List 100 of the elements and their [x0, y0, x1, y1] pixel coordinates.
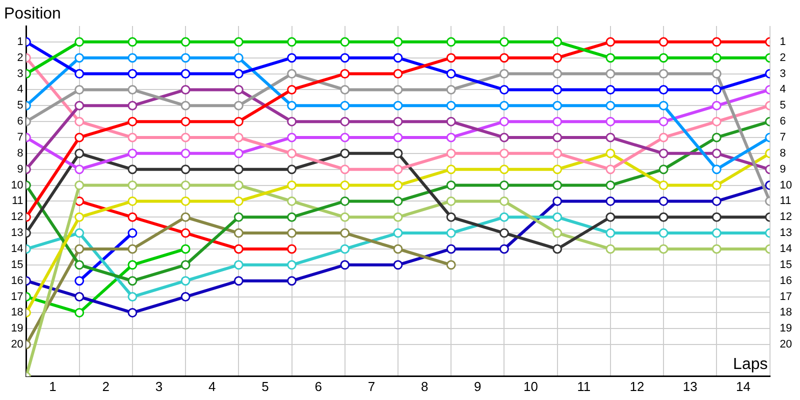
point	[128, 148, 138, 158]
point	[180, 37, 190, 47]
point	[74, 37, 84, 47]
y-tick-label: 9	[17, 163, 24, 176]
point	[446, 164, 456, 174]
point	[234, 37, 244, 47]
y2-tick-label: 5	[780, 100, 786, 112]
point	[287, 196, 297, 206]
point	[446, 69, 456, 79]
point	[552, 244, 562, 254]
y2-tick-label: 18	[780, 306, 792, 319]
point	[340, 53, 350, 63]
point	[606, 84, 616, 94]
point	[287, 53, 297, 63]
point	[658, 100, 668, 110]
point	[499, 100, 509, 110]
y-tick-label: 11	[12, 195, 24, 208]
point	[446, 84, 456, 94]
point	[180, 84, 190, 94]
point	[658, 228, 668, 238]
y2-tick-label: 6	[780, 116, 786, 128]
point	[552, 84, 562, 94]
point	[393, 228, 403, 238]
point	[74, 53, 84, 63]
y-axis-title: Position	[4, 5, 61, 22]
point	[128, 244, 138, 254]
point	[287, 132, 297, 142]
y2-tick-label: 13	[780, 227, 792, 240]
y-tick-label: 1	[17, 36, 24, 48]
point	[234, 116, 244, 126]
point	[74, 308, 84, 318]
point	[658, 212, 668, 222]
point	[499, 164, 509, 174]
y2-tick-label: 16	[780, 274, 792, 287]
point	[287, 260, 297, 270]
point	[234, 180, 244, 190]
point	[74, 116, 84, 126]
point	[712, 148, 722, 158]
y-tick-label: 3	[17, 68, 24, 80]
point	[180, 69, 190, 79]
x-tick-label: 8	[420, 378, 428, 394]
x-tick-label: 5	[262, 378, 269, 394]
point	[393, 116, 403, 126]
y2-tick-label: 7	[780, 132, 786, 144]
point	[393, 84, 403, 94]
point	[180, 212, 190, 222]
point	[340, 196, 350, 206]
point	[180, 53, 190, 63]
point	[712, 100, 722, 110]
point	[234, 132, 244, 142]
point	[606, 37, 616, 47]
point	[180, 276, 190, 286]
point	[393, 196, 403, 206]
point	[128, 196, 138, 206]
point	[287, 37, 297, 47]
point	[287, 84, 297, 94]
point	[180, 228, 190, 238]
point	[74, 164, 84, 174]
y2-tick-label: 17	[780, 290, 792, 303]
point	[234, 228, 244, 238]
x-tick-label: 12	[630, 378, 644, 394]
point	[287, 180, 297, 190]
point	[180, 132, 190, 142]
y-tick-label: 18	[10, 306, 24, 319]
point	[128, 308, 138, 318]
point	[446, 53, 456, 63]
point	[446, 228, 456, 238]
point	[128, 37, 138, 47]
point	[128, 276, 138, 286]
y2-tick-label: 10	[780, 179, 792, 192]
point	[658, 132, 668, 142]
x-tick-label: 10	[524, 378, 538, 394]
point	[712, 84, 722, 94]
point	[606, 212, 616, 222]
x-tick-label: 13	[682, 378, 698, 394]
point	[712, 37, 722, 47]
point	[712, 116, 722, 126]
point	[340, 244, 350, 254]
point	[234, 276, 244, 286]
point	[446, 212, 456, 222]
y-tick-label: 17	[10, 290, 24, 303]
point	[128, 260, 138, 270]
point	[128, 292, 138, 302]
x-axis-title: Laps	[733, 356, 768, 373]
y-tick-label: 15	[10, 258, 24, 271]
y2-tick-label: 12	[780, 211, 792, 224]
point	[74, 244, 84, 254]
point	[446, 100, 456, 110]
point	[552, 148, 562, 158]
point	[128, 53, 138, 63]
point	[340, 37, 350, 47]
point	[128, 84, 138, 94]
point	[180, 148, 190, 158]
point	[234, 53, 244, 63]
point	[446, 180, 456, 190]
point	[552, 164, 562, 174]
y2-tick-label: 3	[780, 68, 786, 80]
point	[287, 100, 297, 110]
y2-tick-label: 8	[780, 147, 786, 160]
point	[74, 212, 84, 222]
